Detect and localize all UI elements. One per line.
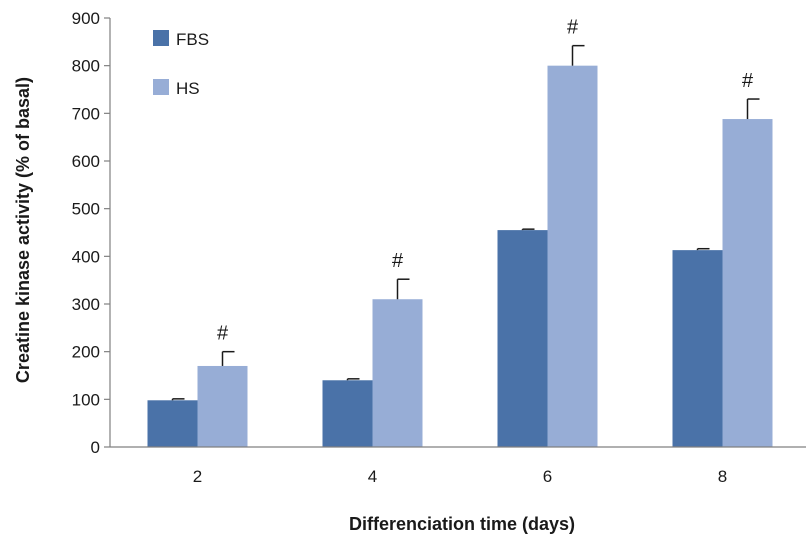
bar-fbs-6	[497, 230, 548, 447]
significance-mark-6: #	[567, 17, 579, 39]
bar-hs-4	[372, 299, 423, 447]
significance-mark-4: #	[392, 250, 404, 272]
y-tick-label-400: 400	[72, 247, 100, 266]
significance-mark-8: #	[742, 70, 754, 92]
x-tick-label-4: 4	[368, 467, 377, 486]
annotations-layer: # # # #	[217, 17, 754, 345]
x-tick-label-6: 6	[543, 467, 552, 486]
y-tick-label-600: 600	[72, 152, 100, 171]
legend-swatch-fbs	[153, 30, 169, 46]
y-axis-title: Creatine kinase activity (% of basal)	[13, 77, 33, 383]
bar-fbs-4	[322, 380, 373, 447]
legend-swatch-hs	[153, 79, 169, 95]
bar-fbs-2	[147, 400, 198, 447]
legend: FBS HS	[153, 30, 209, 98]
y-tick-label-800: 800	[72, 57, 100, 76]
bar-hs-6	[547, 65, 598, 448]
error-bars-layer	[171, 44, 760, 401]
legend-label-fbs: FBS	[176, 30, 209, 49]
y-tick-label-900: 900	[72, 9, 100, 28]
y-tick-label-500: 500	[72, 200, 100, 219]
x-tick-label-8: 8	[718, 467, 727, 486]
y-tick-label-0: 0	[91, 438, 100, 457]
legend-label-hs: HS	[176, 79, 200, 98]
y-tick-label-700: 700	[72, 104, 100, 123]
x-tick-label-2: 2	[193, 467, 202, 486]
bar-hs-2	[197, 365, 248, 447]
y-tick-label-100: 100	[72, 390, 100, 409]
axes-layer: 0 100 200 300 400 500 600 700 800 900 2 4 6 8	[72, 9, 806, 486]
x-axis-title: Differenciation time (days)	[349, 514, 575, 534]
bar-fbs-8	[672, 250, 723, 447]
significance-mark-2: #	[217, 323, 229, 345]
bars-layer	[147, 65, 773, 448]
bar-hs-8	[722, 119, 773, 447]
y-tick-label-300: 300	[72, 295, 100, 314]
y-tick-label-200: 200	[72, 343, 100, 362]
